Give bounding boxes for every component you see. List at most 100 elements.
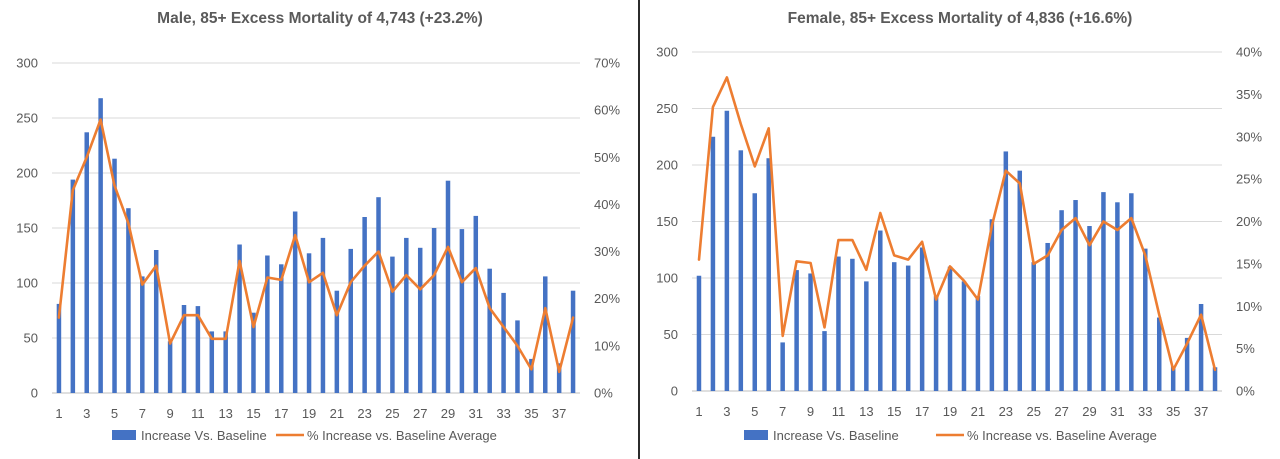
y2-tick-label: 30% bbox=[1236, 129, 1262, 144]
bar bbox=[794, 270, 799, 391]
x-tick-label: 5 bbox=[751, 404, 758, 419]
x-tick-label: 27 bbox=[1054, 404, 1068, 419]
bar bbox=[1087, 226, 1092, 391]
bar bbox=[306, 253, 312, 393]
y2-tick-label: 35% bbox=[1236, 87, 1262, 102]
x-tick-label: 15 bbox=[246, 406, 260, 421]
series-line bbox=[697, 76, 1217, 372]
chart-title: Female, 85+ Excess Mortality of 4,836 (+… bbox=[787, 10, 1133, 27]
bar bbox=[570, 290, 576, 393]
bar bbox=[1129, 193, 1134, 391]
bar bbox=[961, 281, 967, 391]
bar bbox=[181, 305, 187, 393]
y-tick-label: 0 bbox=[671, 384, 678, 399]
y2-tick-label: 60% bbox=[594, 103, 620, 118]
bar bbox=[1031, 262, 1036, 391]
legend-label: Increase Vs. Baseline bbox=[141, 428, 267, 443]
bar bbox=[390, 256, 395, 393]
bar bbox=[864, 281, 869, 391]
bar bbox=[780, 342, 785, 391]
bar bbox=[265, 255, 270, 393]
bar bbox=[766, 158, 771, 391]
bar bbox=[209, 331, 215, 393]
x-tick-label: 1 bbox=[695, 404, 702, 419]
y2-tick-label: 10% bbox=[1236, 299, 1262, 314]
bar bbox=[126, 208, 131, 393]
bar bbox=[56, 303, 62, 393]
bar bbox=[696, 275, 702, 391]
bar bbox=[98, 98, 103, 393]
bar bbox=[919, 247, 925, 391]
x-tick-label: 1 bbox=[55, 406, 62, 421]
y-tick-label: 150 bbox=[16, 221, 38, 236]
bar bbox=[487, 268, 492, 393]
x-tick-label: 21 bbox=[971, 404, 985, 419]
legend-label: % Increase vs. Baseline Average bbox=[967, 428, 1157, 443]
y2-tick-label: 70% bbox=[594, 56, 620, 71]
x-tick-label: 35 bbox=[524, 406, 538, 421]
bar bbox=[710, 136, 716, 391]
bar bbox=[1184, 337, 1190, 391]
series-line bbox=[57, 118, 575, 374]
x-tick-label: 31 bbox=[1110, 404, 1124, 419]
bar bbox=[878, 230, 883, 391]
x-tick-label: 19 bbox=[943, 404, 957, 419]
y2-tick-label: 0% bbox=[1236, 384, 1255, 399]
x-tick-label: 9 bbox=[807, 404, 814, 419]
bar bbox=[404, 237, 409, 393]
x-tick-label: 17 bbox=[274, 406, 288, 421]
x-tick-label: 25 bbox=[385, 406, 399, 421]
bar bbox=[167, 341, 173, 393]
x-tick-label: 27 bbox=[413, 406, 427, 421]
y-tick-label: 100 bbox=[656, 271, 678, 286]
y2-tick-label: 0% bbox=[594, 386, 613, 401]
bar bbox=[251, 312, 256, 393]
x-tick-label: 35 bbox=[1166, 404, 1180, 419]
bar bbox=[1059, 210, 1064, 391]
legend-label: Increase Vs. Baseline bbox=[773, 428, 899, 443]
y-tick-label: 200 bbox=[656, 158, 678, 173]
x-tick-label: 11 bbox=[832, 404, 846, 419]
bar bbox=[292, 211, 298, 393]
y2-tick-label: 30% bbox=[594, 244, 620, 259]
x-tick-label: 17 bbox=[915, 404, 929, 419]
bar bbox=[1143, 248, 1148, 391]
y2-tick-label: 20% bbox=[1236, 214, 1262, 229]
bar bbox=[891, 262, 897, 391]
bar bbox=[84, 132, 89, 394]
bar bbox=[1017, 170, 1023, 391]
bar bbox=[1170, 366, 1176, 391]
y-tick-label: 300 bbox=[16, 56, 38, 71]
bar bbox=[724, 110, 730, 391]
bar bbox=[1156, 317, 1162, 391]
bar bbox=[376, 197, 381, 393]
bar bbox=[822, 331, 827, 391]
y2-tick-label: 5% bbox=[1236, 341, 1255, 356]
bar bbox=[1003, 151, 1009, 391]
x-tick-label: 3 bbox=[83, 406, 90, 421]
x-tick-label: 9 bbox=[166, 406, 173, 421]
bar bbox=[153, 250, 159, 393]
bar bbox=[933, 296, 939, 391]
y2-tick-label: 25% bbox=[1236, 172, 1262, 187]
bar bbox=[417, 247, 423, 393]
x-tick-label: 7 bbox=[139, 406, 146, 421]
y2-tick-label: 20% bbox=[594, 291, 620, 306]
bar bbox=[1101, 192, 1106, 391]
bar bbox=[947, 266, 953, 391]
y-tick-label: 150 bbox=[656, 214, 678, 229]
bar bbox=[1198, 303, 1204, 391]
bar bbox=[1073, 200, 1078, 391]
y-tick-label: 50 bbox=[24, 331, 38, 346]
bar bbox=[850, 258, 855, 391]
bar bbox=[320, 237, 326, 393]
bar bbox=[459, 229, 465, 393]
bar bbox=[334, 290, 340, 393]
bar bbox=[70, 179, 76, 393]
bar bbox=[543, 276, 548, 393]
bar bbox=[362, 217, 367, 393]
x-tick-label: 11 bbox=[191, 406, 205, 421]
x-tick-label: 29 bbox=[441, 406, 455, 421]
y-tick-label: 0 bbox=[31, 386, 38, 401]
bar bbox=[501, 292, 506, 393]
